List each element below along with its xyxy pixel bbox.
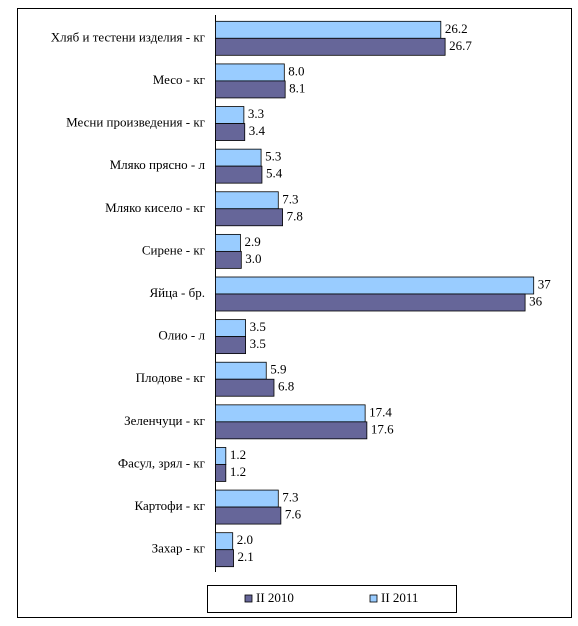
bar (215, 378, 275, 397)
chart-frame (17, 8, 572, 618)
value-label: 2.9 (244, 234, 260, 249)
bar (215, 549, 234, 568)
value-label: 17.4 (369, 404, 392, 419)
bar (215, 276, 535, 295)
bar (215, 165, 263, 184)
legend-swatch (369, 594, 378, 603)
value-label: 37 (538, 276, 552, 291)
bar (215, 404, 366, 423)
value-label: 5.3 (265, 149, 281, 164)
category-label: Хляб и тестени изделия - кг (51, 29, 205, 44)
bar (215, 361, 267, 380)
bar (215, 20, 442, 39)
bar (215, 447, 227, 465)
value-label: 1.2 (230, 464, 246, 479)
legend-swatch (244, 594, 253, 603)
value-label: 2.1 (238, 549, 254, 564)
category-label: Олио - л (158, 328, 205, 343)
value-label: 7.6 (285, 507, 302, 522)
category-label: Мляко кисело - кг (105, 200, 205, 215)
bar (215, 208, 283, 227)
value-label: 3.5 (250, 319, 266, 334)
legend-label: II 2011 (381, 590, 418, 605)
value-label: 17.6 (371, 421, 394, 436)
bar (215, 319, 247, 338)
bar (215, 421, 368, 440)
value-label: 7.3 (282, 490, 298, 505)
category-label: Сирене - кг (142, 242, 205, 257)
category-label: Яйца - бр. (149, 285, 205, 300)
value-label: 1.2 (230, 447, 246, 462)
value-label: 8.0 (288, 63, 304, 78)
bar (215, 233, 241, 252)
value-label: 2.0 (237, 532, 253, 547)
value-label: 26.2 (445, 21, 468, 36)
category-label: Месни произведения - кг (66, 115, 205, 130)
bar (215, 506, 282, 525)
bar (215, 250, 242, 269)
category-label: Месо - кг (153, 72, 205, 87)
category-label: Зеленчуци - кг (124, 413, 205, 428)
bar (215, 106, 245, 124)
value-label: 26.7 (449, 38, 472, 53)
value-label: 6.8 (278, 379, 294, 394)
category-label: Мляко прясно - л (110, 157, 206, 172)
bar (215, 148, 262, 167)
value-label: 7.3 (282, 191, 298, 206)
value-label: 3.4 (249, 123, 266, 138)
legend-label: II 2010 (256, 590, 294, 605)
category-label: Захар - кг (152, 541, 205, 556)
value-label: 7.8 (287, 208, 303, 223)
value-label: 8.1 (289, 80, 305, 95)
value-label: 5.4 (266, 166, 283, 181)
value-label: 3.3 (248, 106, 264, 121)
bar (215, 293, 526, 312)
legend-box (207, 585, 457, 613)
bar (215, 63, 285, 82)
value-label: 3.0 (245, 251, 261, 266)
category-label: Фасул, зрял - кг (118, 455, 205, 470)
category-label: Картофи - кг (135, 498, 205, 513)
bar (215, 191, 279, 210)
bar (215, 123, 246, 141)
bar (215, 464, 227, 482)
value-label: 36 (529, 293, 543, 308)
value-label: 3.5 (250, 336, 266, 351)
bar (215, 80, 286, 99)
bar (215, 489, 279, 508)
category-label: Плодове - кг (136, 370, 205, 385)
bar (215, 336, 247, 355)
value-label: 5.9 (270, 362, 286, 377)
bar (215, 37, 446, 56)
bar (215, 532, 234, 551)
